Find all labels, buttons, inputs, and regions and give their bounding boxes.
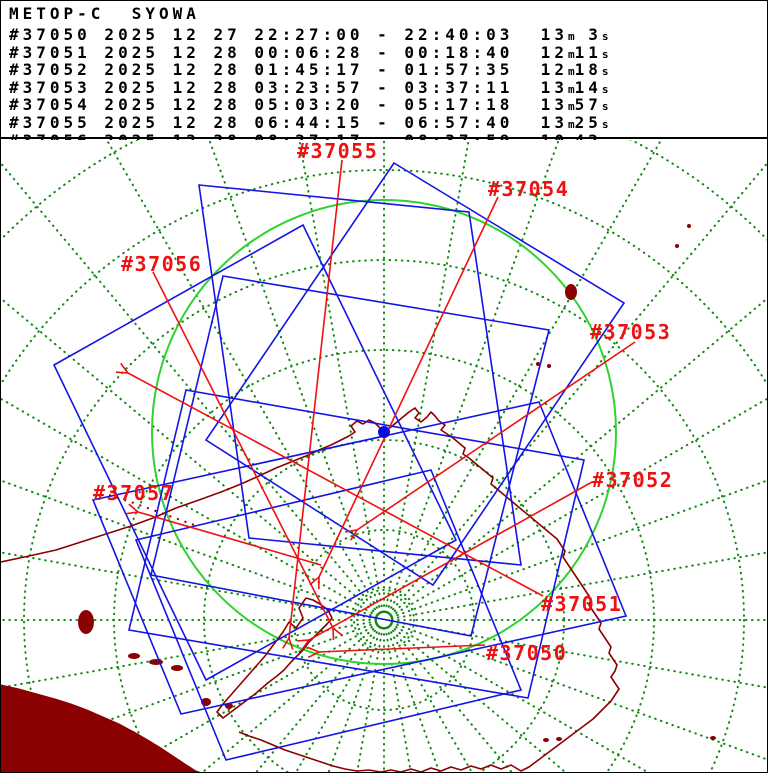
graticule-grid [1, 140, 767, 772]
island [128, 653, 140, 659]
island [171, 665, 183, 671]
pass-row: #37050 2025 12 27 22:27:00 - 22:40:03 13… [9, 25, 609, 44]
polar-map: #37050 #37051 #37052 #37053 #37054 #37055 #370… [1, 140, 767, 772]
pass-label: #37057 [93, 481, 174, 505]
meridian-line [105, 140, 381, 615]
meridian-line [388, 162, 767, 615]
swath-outline [91, 401, 628, 715]
island [78, 610, 94, 634]
pass-row: #37051 2025 12 28 00:06:28 - 00:18:40 12… [9, 42, 609, 62]
island [543, 738, 549, 742]
pass-row: #37054 2025 12 28 05:03:20 - 05:17:18 13… [9, 95, 609, 115]
leader-arrow [125, 503, 322, 566]
latitude-circle [353, 589, 415, 651]
pass-row: #37055 2025 12 28 06:44:15 - 06:57:40 13… [9, 112, 609, 132]
meridian-line [1, 397, 379, 617]
leader-arrow [307, 644, 486, 659]
meridian-line [387, 625, 473, 772]
leader-arrow [296, 481, 593, 651]
meridian-line [295, 625, 381, 772]
title-line: METOP-C SYOWA [9, 4, 767, 25]
meridian-line [118, 623, 379, 772]
swath-outline [198, 184, 522, 566]
meridian-line [388, 625, 513, 772]
pass-row: #37053 2025 12 28 03:23:57 - 03:37:11 13… [9, 77, 609, 97]
latitude-circle [23, 259, 745, 772]
coastline-path [238, 407, 620, 772]
meridian-line [1, 621, 378, 761]
pass-swaths [52, 161, 628, 761]
meridian-line [384, 626, 412, 772]
meridian-line [1, 620, 378, 689]
meridian-line [327, 626, 383, 772]
range-circle [151, 199, 617, 665]
leader-arrow [152, 271, 343, 641]
latitude-circle [113, 349, 655, 772]
station-name: SYOWA [131, 4, 200, 23]
meridian-line [390, 551, 767, 620]
pass-label: #37054 [488, 177, 569, 201]
island [687, 224, 691, 228]
swath-outline [128, 389, 585, 699]
meridian-line [390, 620, 767, 689]
meridian-line [356, 626, 384, 772]
pass-label: #37052 [592, 468, 673, 492]
meridian-line [1, 551, 378, 620]
pass-label: #37050 [486, 641, 567, 665]
swath-outline [134, 469, 523, 761]
coastlines [1, 224, 716, 772]
island [565, 284, 577, 300]
pass-label: #37056 [121, 252, 202, 276]
island [547, 364, 551, 368]
island [675, 244, 679, 248]
swath-outline [150, 275, 550, 637]
coastline-path [1, 419, 385, 563]
meridian-line [1, 297, 379, 616]
meridian-line [385, 140, 560, 614]
satellite-name: METOP-C [9, 4, 105, 23]
meridian-line [208, 140, 383, 614]
meridian-line [390, 479, 767, 619]
island [536, 362, 540, 366]
pass-leader-arrows [115, 159, 636, 659]
station-dot [378, 426, 390, 438]
meridian-line [390, 621, 767, 761]
meridian-line [255, 625, 380, 772]
pass-list-header: METOP-C SYOWA #37050 2025 12 27 22:27:00… [1, 1, 767, 149]
meridian-line [385, 626, 441, 772]
meridian-line [389, 297, 767, 616]
pass-label: #37053 [590, 320, 671, 344]
island [556, 737, 562, 741]
station-range-circle [151, 199, 617, 665]
leader-arrow [115, 362, 544, 597]
leader-arrow [282, 159, 343, 650]
latitude-circle [293, 529, 475, 711]
station-marker [378, 426, 390, 438]
pass-label: #37051 [541, 592, 622, 616]
landmass-fill [1, 684, 201, 772]
meridian-line [387, 140, 663, 615]
coastline-path [216, 597, 333, 719]
island [710, 736, 716, 740]
leader-arrow [344, 341, 636, 541]
meridian-line [384, 140, 470, 614]
leader-arrow [309, 196, 499, 590]
swath-outline [52, 223, 458, 682]
pass-list: #37050 2025 12 27 22:27:00 - 22:40:03 13… [9, 27, 767, 150]
pass-label: #37055 [297, 140, 378, 163]
meridian-line [201, 624, 379, 772]
pass-row: #37052 2025 12 28 01:45:17 - 01:57:35 12… [9, 60, 609, 80]
swath-outline [204, 161, 626, 587]
meridian-line [1, 162, 380, 615]
pass-labels: #37050 #37051 #37052 #37053 #37054 #37055 #370… [93, 140, 673, 665]
meridian-line [1, 479, 378, 619]
meridian-line [389, 623, 650, 772]
